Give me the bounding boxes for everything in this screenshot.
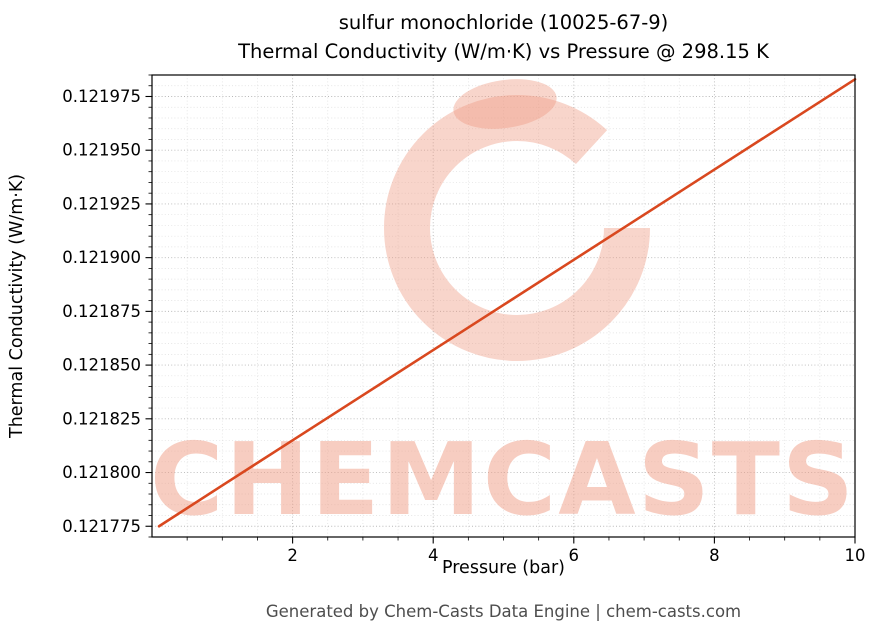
x-tick-label: 4 [428,546,439,565]
y-tick-label: 0.121825 [62,409,141,428]
y-axis-label: Thermal Conductivity (W/m·K) [7,173,27,439]
y-tick-label: 0.121975 [62,87,141,106]
watermark-logo-blob [453,79,557,129]
chart-title-line2: Thermal Conductivity (W/m·K) vs Pressure… [238,40,769,63]
footer-credit: Generated by Chem-Casts Data Engine | ch… [265,602,742,621]
x-tick-label: 8 [709,546,720,565]
y-tick-label: 0.121900 [62,248,141,267]
y-tick-label: 0.121775 [62,517,141,536]
x-tick-label: 2 [287,546,298,565]
axis-minor-ticks [148,74,821,541]
x-axis-label: Pressure (bar) [442,558,565,578]
axis-ticks [145,95,856,544]
y-tick-label: 0.121800 [62,463,141,482]
chart-title-line1: sulfur monochloride (10025-67-9) [338,11,669,34]
x-tick-label: 10 [845,546,866,565]
chart-title: sulfur monochloride (10025-67-9) Thermal… [152,8,855,66]
y-tick-label: 0.121875 [62,302,141,321]
y-tick-label: 0.121850 [62,356,141,375]
y-tick-label: 0.121950 [62,141,141,160]
watermark: CHEMCASTS [150,79,856,538]
grid-minor [152,74,855,538]
watermark-logo-icon [384,95,650,361]
tick-labels: 2 4 6 8 10 0.121775 0.121800 0.121825 0.121850 0.… [62,87,865,565]
watermark-text: CHEMCASTS [150,421,856,538]
x-tick-label: 6 [569,546,580,565]
y-tick-label: 0.121925 [62,194,141,213]
data-line [157,78,857,528]
grid-major [152,75,856,537]
